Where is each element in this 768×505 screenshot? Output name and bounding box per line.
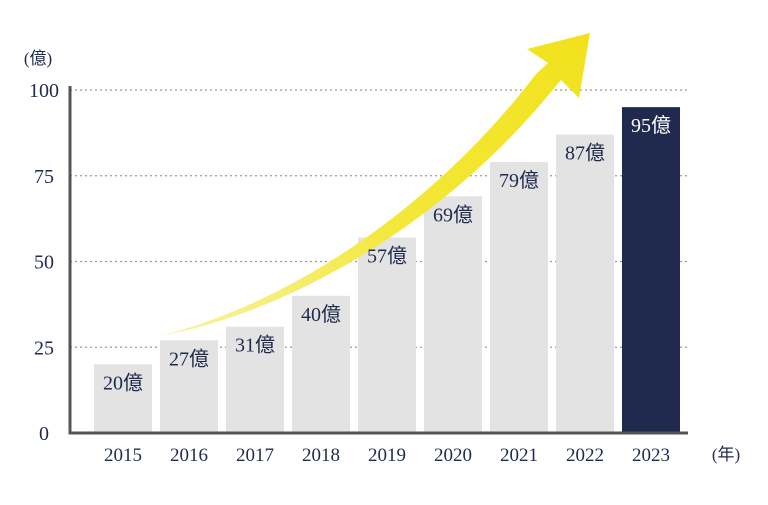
data-label-2023: 95億 [631,114,671,137]
bar-2017 [226,326,284,433]
bar-2022 [556,134,614,433]
bar-2020 [424,196,482,433]
data-label-2015: 20億 [103,371,143,394]
x-tick-label-2020: 2020 [434,445,472,466]
x-tick-label-2016: 2016 [170,445,208,466]
bar-2023 [622,107,680,434]
y-tick-label-25: 25 [34,337,54,359]
x-tick-label-2017: 2017 [236,445,274,466]
x-tick-label-2019: 2019 [368,445,406,466]
y-tick-label-75: 75 [34,166,54,188]
data-label-2018: 40億 [301,303,341,326]
x-axis-unit-label: (年) [712,445,740,464]
y-axis-unit-label: (億) [24,49,52,68]
data-label-2020: 69億 [433,203,473,226]
data-label-2017: 31億 [235,334,275,357]
data-label-2021: 79億 [499,169,539,192]
data-labels: 20億 27億 31億 40億 57億 69億 79億 87億 95億 [103,114,671,394]
bar-2019 [358,237,416,433]
y-tick-label-100: 100 [29,80,59,102]
x-tick-label-2022: 2022 [566,445,604,466]
y-tick-label-0: 0 [39,423,49,445]
y-tick-label-50: 50 [34,252,54,274]
axes: 2015 2016 2017 2018 2019 2020 2021 2022 2023 0 25 5… [29,80,688,466]
bars [94,107,680,434]
bar-2021 [490,162,548,433]
data-label-2016: 27億 [169,347,209,370]
x-tick-label-2023: 2023 [632,445,670,466]
x-tick-label-2021: 2021 [500,445,538,466]
data-label-2019: 57億 [367,244,407,267]
bar-2018 [292,295,350,433]
x-tick-label-2015: 2015 [104,445,142,466]
bar-2015 [94,364,152,433]
x-tick-label-2018: 2018 [302,445,340,466]
bar-2016 [160,340,218,433]
data-label-2022: 87億 [565,142,605,165]
